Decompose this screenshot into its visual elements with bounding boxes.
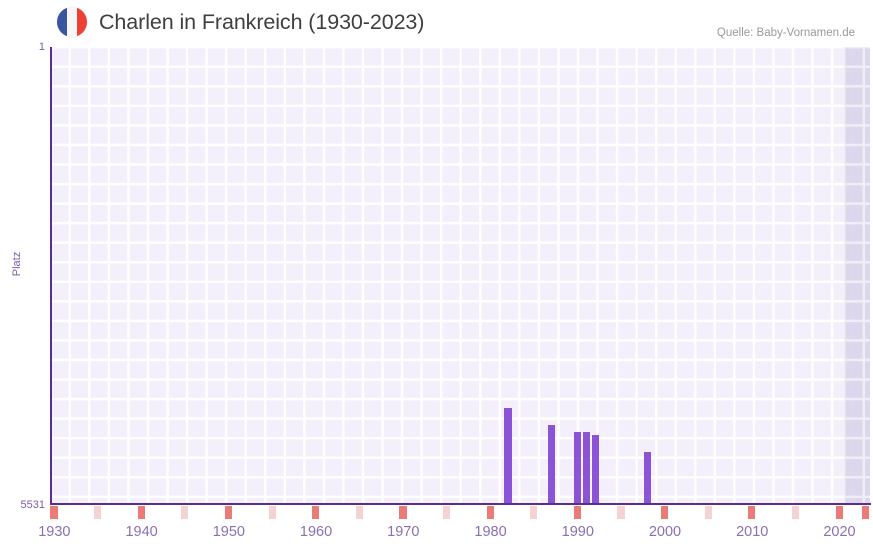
bar-1990[interactable]	[574, 431, 582, 504]
incomplete-data-shaded-band	[843, 47, 870, 504]
x-axis-tick-labels: 1930 1940 1950 1960 1970 1980 1990 2000 2010 2020	[38, 524, 871, 546]
x-label-1990: 1990	[561, 524, 594, 540]
x-label-2000: 2000	[648, 524, 682, 540]
x-tick-1990	[573, 506, 581, 519]
x-tick-1960	[312, 506, 320, 519]
x-tick-end	[861, 506, 869, 519]
bar-1992[interactable]	[591, 435, 599, 504]
y-axis-tick-label-top: 1	[38, 41, 45, 53]
x-label-1970: 1970	[387, 524, 420, 540]
x-tick-minor-1955	[268, 506, 276, 519]
x-tick-1980	[486, 506, 494, 519]
x-label-2020: 2020	[823, 524, 856, 540]
x-tick-minor-2015	[791, 506, 800, 519]
x-tick-minor-1995	[617, 506, 625, 519]
y-axis-title: Platz	[11, 251, 23, 277]
x-label-1980: 1980	[474, 524, 507, 540]
x-axis-tick-marks	[50, 506, 871, 520]
x-label-1960: 1960	[299, 524, 333, 540]
y-axis-tick-label-bottom: 5531	[20, 499, 45, 511]
x-tick-1970	[399, 506, 407, 519]
x-tick-1950	[224, 506, 233, 519]
plot-area	[50, 47, 870, 504]
chart-title: Charlen in Frankreich (1930-2023)	[99, 9, 425, 34]
x-label-1950: 1950	[212, 524, 245, 540]
plot-grid-background	[50, 47, 870, 504]
x-tick-minor-1935	[94, 506, 102, 519]
x-tick-minor-1965	[355, 506, 363, 519]
x-tick-2000	[661, 506, 669, 519]
bar-1998[interactable]	[643, 452, 652, 504]
x-label-1930: 1930	[38, 524, 71, 540]
x-tick-minor-2005	[704, 506, 712, 519]
x-tick-minor-1975	[442, 506, 451, 519]
x-tick-1930	[50, 506, 58, 519]
y-axis-line	[50, 47, 53, 504]
chart-header: Charlen in Frankreich (1930-2023) Quelle…	[0, 0, 873, 44]
france-flag-icon	[57, 7, 87, 37]
bar-1987[interactable]	[547, 424, 556, 504]
x-tick-minor-1985	[530, 506, 538, 519]
bars-layer	[50, 47, 870, 504]
bar-1982[interactable]	[504, 408, 512, 504]
x-axis-line	[50, 503, 871, 506]
title-group: Charlen in Frankreich (1930-2023)	[57, 7, 424, 37]
source-attribution: Quelle: Baby-Vornamen.de	[716, 27, 855, 39]
x-tick-1940	[137, 506, 145, 519]
x-tick-minor-1945	[181, 506, 189, 519]
x-label-1940: 1940	[125, 524, 158, 540]
x-tick-2020	[835, 506, 843, 519]
x-label-2010: 2010	[736, 524, 769, 540]
bar-1991[interactable]	[582, 431, 590, 504]
x-tick-2010	[748, 506, 756, 519]
